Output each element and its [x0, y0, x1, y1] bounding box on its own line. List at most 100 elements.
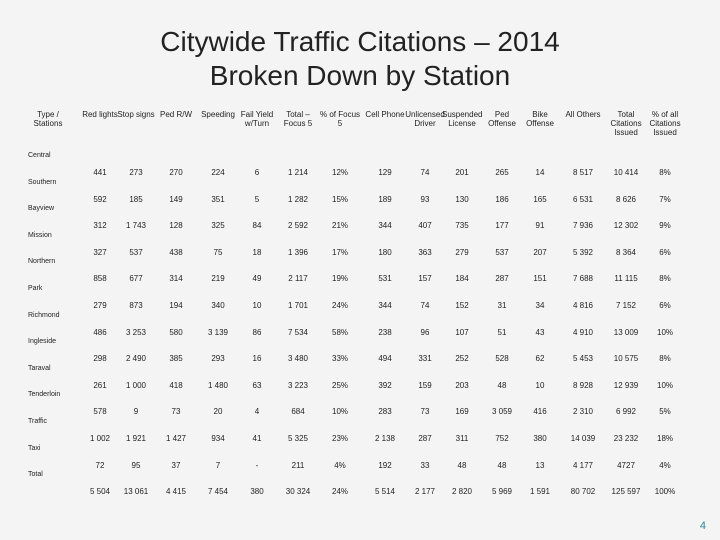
cell: 416	[533, 407, 547, 417]
station-label: Taxi	[28, 444, 41, 452]
cell: 18	[252, 247, 262, 257]
cell: 95	[131, 460, 141, 470]
cell: 4	[254, 407, 260, 417]
column-header: Stop signs	[117, 110, 155, 119]
cell: 23 232	[613, 434, 639, 443]
cell: 43	[535, 327, 545, 337]
cell: 75	[213, 247, 223, 257]
cell: 1 427	[165, 434, 187, 443]
page-number: 4	[699, 520, 706, 532]
cell: 37	[171, 460, 181, 470]
column-header: Type / Stations	[33, 110, 63, 128]
cell: 51	[497, 327, 507, 337]
cell: 9	[133, 407, 139, 417]
cell: 14	[535, 168, 545, 177]
cell: 2 490	[125, 354, 147, 364]
column-header: % of all Citations Issued	[649, 110, 681, 137]
cell: 128	[169, 221, 183, 231]
cell: 8 517	[572, 168, 594, 177]
station-label: Southern	[28, 178, 57, 186]
station-label: Tenderloin	[28, 391, 61, 399]
cell: 312	[93, 221, 107, 231]
column-header: Unlicensed Driver	[405, 110, 445, 128]
cell: 23%	[331, 434, 349, 443]
cell: 207	[533, 247, 547, 257]
cell: 351	[211, 194, 225, 204]
cell: 934	[211, 434, 225, 443]
cell: 62	[535, 354, 545, 364]
column-header: Cell Phone	[365, 110, 405, 119]
cell: 265	[495, 168, 509, 177]
cell: 677	[129, 274, 143, 284]
cell: 19%	[331, 274, 349, 284]
cell: 1 480	[207, 380, 229, 390]
station-label: Central	[28, 152, 51, 159]
cell: 1 921	[125, 434, 147, 443]
cell: 441	[93, 168, 107, 177]
cell: 1 591	[529, 487, 551, 497]
cell: 14 039	[570, 434, 596, 443]
cell: 201	[455, 168, 469, 177]
cell: 13 009	[613, 327, 639, 337]
title-line: Broken Down by Station	[209, 60, 511, 91]
cell: 80 702	[570, 487, 596, 497]
cell: 219	[211, 274, 225, 284]
cell: 48	[497, 460, 507, 470]
cell: 48	[497, 380, 507, 390]
cell: 325	[211, 221, 225, 231]
cell: 10 575	[613, 354, 639, 364]
cell: 6	[254, 168, 260, 177]
cell: 2 592	[287, 221, 309, 231]
cell: 7 936	[572, 221, 594, 231]
cell: 8%	[659, 274, 671, 284]
station-label: Bayview	[28, 205, 55, 213]
cell: 270	[169, 168, 183, 177]
cell: 4 177	[572, 460, 594, 470]
cell: 261	[93, 380, 107, 390]
cell: 4 816	[572, 301, 594, 310]
cell: 273	[129, 168, 143, 177]
cell: 157	[418, 274, 432, 284]
cell: 7%	[659, 194, 671, 204]
cell: 344	[378, 301, 392, 310]
cell: 438	[169, 247, 183, 257]
cell: 287	[495, 274, 509, 284]
cell: 1 701	[287, 301, 309, 310]
column-header: Bike Offense	[526, 110, 554, 128]
cell: 91	[535, 221, 545, 231]
station-label: Ingleside	[28, 338, 57, 346]
cell: 185	[129, 194, 143, 204]
cell: 735	[455, 221, 469, 231]
cell: 107	[455, 327, 469, 337]
station-label: Park	[28, 285, 43, 292]
cell: 5%	[659, 407, 671, 417]
station-label: Total	[28, 471, 43, 479]
cell: 5 453	[572, 354, 594, 364]
cell: 10	[252, 301, 262, 310]
cell: 5 504	[89, 487, 111, 497]
cell: 2 117	[288, 274, 308, 284]
column-header: % of Focus 5	[320, 110, 361, 128]
cell: 211	[291, 460, 305, 470]
cell: 592	[93, 194, 107, 204]
cell: 1 743	[125, 221, 147, 231]
cell: 10	[535, 380, 545, 390]
cell: 6%	[659, 247, 671, 257]
cell: 407	[418, 221, 432, 231]
cell: 4 910	[572, 327, 594, 337]
cell: 7 454	[207, 487, 229, 497]
cell: 1 000	[125, 380, 147, 390]
cell: 24%	[331, 487, 349, 497]
cell: 537	[495, 247, 509, 257]
cell: 344	[378, 221, 392, 231]
cell: 96	[420, 327, 430, 337]
column-header: Ped Offense	[488, 110, 516, 128]
cell: 41	[252, 434, 262, 443]
cell: 129	[378, 168, 392, 177]
cell: 392	[378, 380, 392, 390]
column-header: Total Citations Issued	[610, 110, 642, 137]
cell: 72	[95, 460, 105, 470]
cell: 149	[169, 194, 183, 204]
cell: 385	[169, 354, 183, 364]
cell: 24%	[331, 301, 349, 310]
